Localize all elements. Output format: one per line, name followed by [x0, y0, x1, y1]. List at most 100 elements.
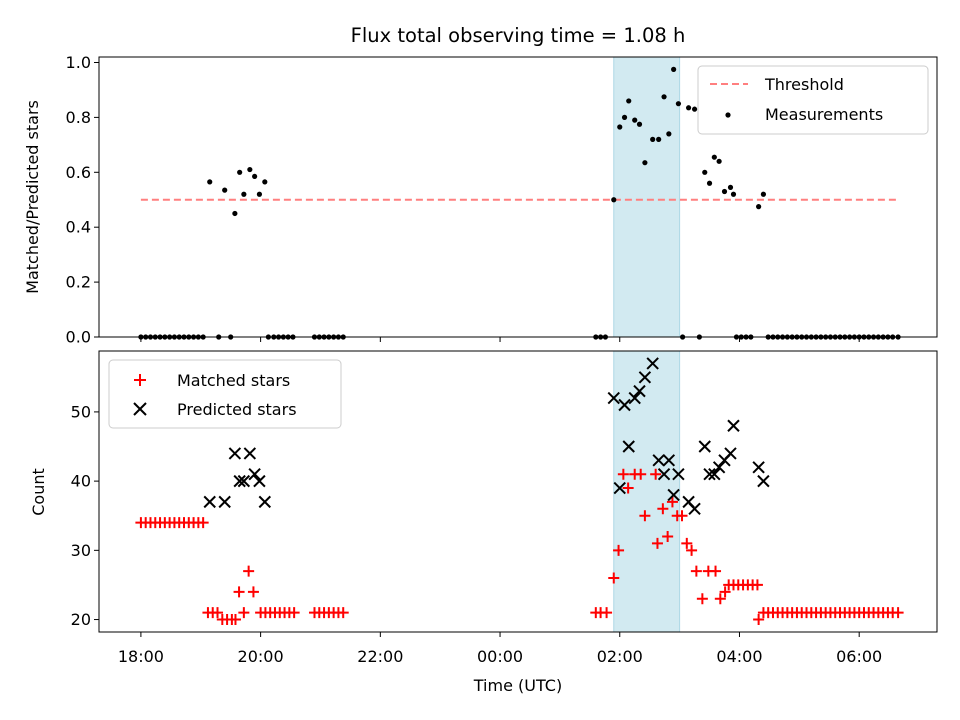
ratio-legend: Threshold Measurements — [697, 65, 929, 135]
predicted-star-marker — [248, 467, 261, 481]
predicted-star-marker — [672, 467, 685, 481]
predicted-star-marker — [243, 447, 257, 460]
measurement-point — [252, 173, 258, 180]
measurement-point — [621, 114, 628, 120]
predicted-star-marker — [203, 495, 216, 509]
ratio-y-tick-label: 0.4 — [66, 218, 91, 237]
measurements-legend-swatch — [725, 112, 731, 118]
ratio-panel-frame — [98, 56, 938, 338]
count-panel: 20 30 40 50 18:00 20:00 22:00 00:00 02:00 04:00 0… — [29, 350, 938, 695]
predicted-star-marker — [622, 440, 635, 453]
measurement-point — [241, 191, 247, 197]
measurement-point — [237, 169, 243, 175]
ratio-y-tick-label: 0.2 — [66, 273, 91, 292]
count-x-tick-label: 02:00 — [597, 647, 643, 666]
measurement-point — [650, 136, 656, 142]
predicted-star-marker — [688, 502, 701, 516]
count-x-tick-label: 22:00 — [357, 647, 403, 666]
predicted-star-marker — [727, 419, 740, 432]
predicted-star-marker — [628, 391, 641, 405]
matched-star-marker — [243, 565, 255, 577]
measurement-point — [675, 101, 682, 107]
predicted-star-marker — [708, 467, 721, 481]
count-y-tick-label: 50 — [71, 402, 91, 421]
measurement-point — [716, 158, 722, 164]
predicted-star-marker — [218, 495, 231, 509]
predicted-star-marker — [258, 495, 272, 509]
predicted-star-marker — [724, 447, 737, 460]
measurement-point — [642, 160, 648, 166]
ratio-panel: 0.0 0.2 0.4 0.6 0.8 1.0 Matched/Predicted sta… — [23, 53, 938, 347]
predicted-star-marker — [646, 357, 659, 370]
predicted-star-marker — [757, 474, 770, 488]
measurement-point — [702, 169, 708, 175]
matched-star-marker — [233, 586, 245, 598]
measurement-points — [138, 66, 901, 340]
measurement-point — [760, 191, 767, 197]
measurement-point — [727, 184, 734, 190]
measurement-point — [691, 106, 698, 112]
matched-star-marker — [608, 572, 620, 584]
ratio-observing-window — [613, 56, 681, 338]
matched-star-marker — [337, 607, 349, 619]
matched-star-marker — [657, 503, 669, 515]
predicted-star-marker — [237, 474, 251, 488]
predicted-legend-label: Predicted stars — [177, 400, 297, 419]
matched-star-marker — [617, 468, 629, 480]
count-legend: Matched stars Predicted stars — [108, 359, 342, 429]
matched-star-marker — [681, 537, 693, 549]
count-x-tick-label: 00:00 — [477, 647, 523, 666]
predicted-star-marker — [233, 474, 246, 488]
matched-star-marker — [288, 607, 300, 619]
matched-star-marker — [635, 468, 647, 480]
observing-window-band — [613, 350, 681, 633]
observing-window-band — [613, 56, 681, 338]
measurement-point — [666, 131, 672, 137]
count-x-tick-label: 20:00 — [238, 647, 284, 666]
predicted-star-marker — [667, 488, 680, 502]
measurement-point — [685, 105, 692, 111]
predicted-star-marker — [752, 461, 765, 474]
matched-star-marker — [719, 586, 731, 598]
count-panel-frame — [98, 350, 938, 633]
measurement-point — [756, 204, 762, 210]
matched-star-marker — [622, 482, 634, 494]
matched-legend-label: Matched stars — [177, 371, 290, 390]
matched-star-marker — [238, 607, 250, 619]
matched-star-marker — [751, 579, 763, 591]
predicted-stars-points — [203, 357, 770, 516]
predicted-star-marker — [253, 474, 266, 488]
measurement-point — [671, 66, 677, 72]
ratio-y-axis: 0.0 0.2 0.4 0.6 0.8 1.0 — [66, 53, 99, 347]
matched-star-marker — [710, 565, 722, 577]
count-y-tick-label: 30 — [71, 541, 91, 560]
measurement-point — [730, 191, 737, 197]
measurement-point — [247, 166, 253, 173]
matched-star-marker — [613, 544, 625, 556]
count-y-tick-label: 40 — [71, 472, 91, 491]
measurement-point — [706, 180, 713, 186]
count-x-tick-label: 04:00 — [716, 647, 762, 666]
ratio-x-ticks — [140, 337, 860, 342]
ratio-y-tick-label: 0.8 — [66, 108, 91, 127]
count-y-tick-label: 20 — [71, 610, 91, 629]
count-x-axis-label: Time (UTC) — [473, 676, 562, 695]
matched-star-marker — [247, 586, 259, 598]
measurement-point — [262, 179, 268, 185]
predicted-star-marker — [613, 481, 626, 495]
measurement-point — [207, 179, 213, 185]
ratio-y-tick-label: 0.0 — [66, 328, 91, 347]
measurement-point — [721, 188, 728, 195]
matched-stars-points — [135, 468, 904, 626]
measurement-point — [636, 121, 643, 127]
predicted-legend-swatch — [133, 402, 147, 416]
measurement-point — [626, 98, 632, 104]
matched-star-marker — [666, 496, 678, 508]
measurement-point — [611, 197, 617, 203]
matched-star-marker — [229, 614, 241, 626]
matched-star-marker — [212, 607, 224, 619]
predicted-star-marker — [638, 371, 652, 384]
predicted-star-marker — [703, 467, 716, 481]
ratio-y-axis-label: Matched/Predicted stars — [23, 100, 42, 294]
